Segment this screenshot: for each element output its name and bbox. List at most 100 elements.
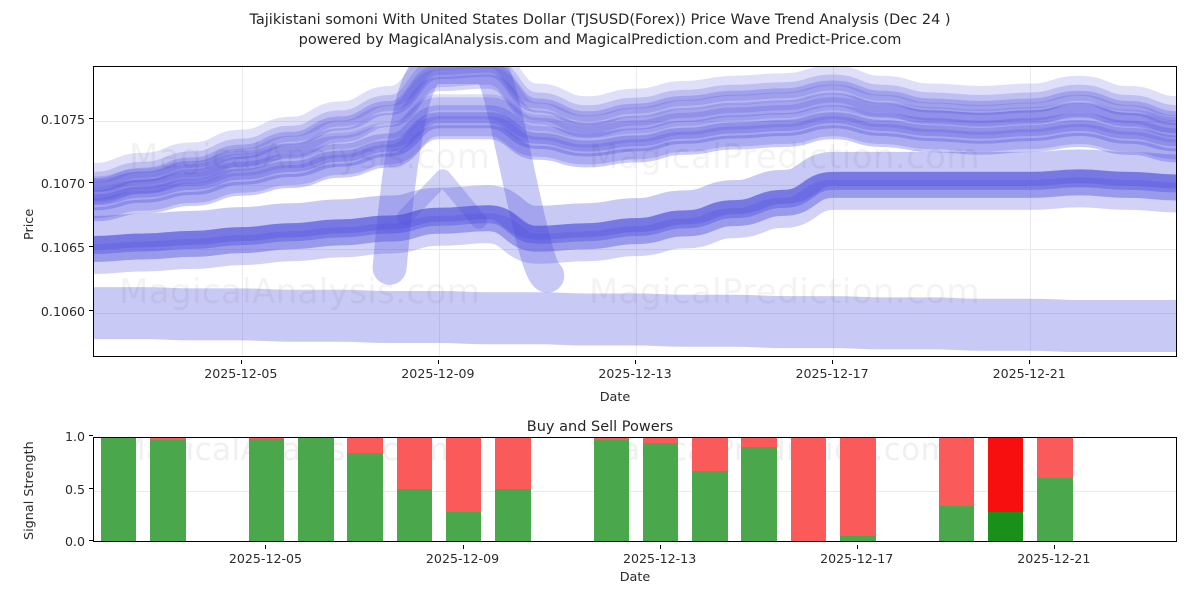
wave-spike-overlay — [372, 67, 565, 293]
price-ytick-label-3: 0.1075 — [15, 113, 93, 126]
buy-power-segment — [396, 488, 432, 541]
wave-spike-inner — [396, 169, 487, 229]
price-xtick-mark-0 — [240, 360, 242, 364]
power-ytick-label-2: 1.0 — [15, 430, 93, 443]
power-bar[interactable] — [840, 438, 876, 541]
buy-power-segment — [248, 439, 285, 541]
buy-power-segment — [593, 440, 630, 541]
buy-sell-power-plot-area: MagicalAnalysis.comMagicalPrediction.com — [93, 437, 1177, 542]
price-xtick-mark-2 — [635, 360, 636, 364]
power-bar[interactable] — [692, 438, 728, 541]
price-gridline-h-3 — [94, 120, 1176, 122]
power-xtick-mark-2 — [659, 545, 661, 549]
price-xtick-mark-4 — [1029, 360, 1031, 364]
wave-band-mid-3 — [94, 116, 1176, 219]
buy-power-segment — [1037, 478, 1073, 541]
wave-band-upper-4 — [94, 74, 1176, 204]
buy-power-segment — [100, 438, 137, 541]
power-bar[interactable] — [1037, 438, 1073, 541]
price-ytick-mark-3 — [89, 117, 93, 119]
sell-power-segment — [150, 438, 186, 441]
wave-band-lower-trend-2 — [94, 177, 1176, 274]
price-ytick-label-0: 0.1060 — [15, 305, 93, 318]
power-xtick-label-2: 2025-12-13 — [600, 545, 720, 566]
price-wave-plot-area: MagicalAnalysis.comMagicalPrediction.com… — [93, 66, 1177, 357]
power-bar[interactable] — [642, 438, 679, 541]
power-xtick-label-1: 2025-12-09 — [403, 545, 523, 566]
power-bar[interactable] — [396, 438, 432, 541]
sell-power-segment — [938, 438, 974, 507]
power-bar[interactable] — [298, 438, 334, 541]
figure-title-line1: Tajikistani somoni With United States Do… — [249, 12, 951, 28]
buy-power-segment — [840, 535, 876, 541]
power-bar[interactable] — [347, 438, 383, 541]
price-gridline-h-1 — [94, 249, 1176, 250]
power-xtick-label-3: 2025-12-17 — [797, 545, 917, 566]
buy-power-segment — [347, 452, 383, 541]
buy-power-segment — [642, 443, 679, 541]
price-xtick-label-0: 2025-12-05 — [181, 360, 301, 381]
price-ytick-mark-2 — [89, 181, 93, 183]
price-gridline-v-1 — [438, 67, 440, 356]
power-xtick-mark-3 — [856, 545, 858, 549]
power-bar[interactable] — [445, 438, 482, 541]
sell-power-segment — [445, 438, 482, 512]
buy-power-segment — [150, 440, 186, 541]
price-gridline-v-4 — [1030, 67, 1032, 356]
sell-power-segment — [248, 438, 285, 440]
price-ytick-mark-0 — [89, 310, 93, 312]
price-gridline-v-2 — [636, 67, 637, 356]
power-xtick-label-0: 2025-12-05 — [205, 545, 325, 566]
wave-band-mid-5 — [94, 94, 1176, 193]
power-bar[interactable] — [987, 438, 1024, 541]
buy-power-segment — [741, 446, 777, 541]
wave-band-upper-0 — [94, 67, 1176, 183]
price-gridline-h-0 — [94, 313, 1176, 315]
power-xtick-mark-0 — [265, 545, 267, 549]
price-y-axis-label: Price — [22, 208, 37, 240]
buy-power-segment — [692, 470, 728, 541]
wave-band-lower-trend-0 — [94, 149, 1176, 250]
power-bar[interactable] — [938, 438, 974, 541]
power-bar[interactable] — [248, 438, 285, 541]
buy-power-segment — [298, 438, 334, 541]
wave-band-upper-1 — [94, 67, 1176, 188]
price-gridline-h-2 — [94, 184, 1176, 186]
power-bar[interactable] — [790, 438, 827, 541]
sell-power-segment — [495, 438, 531, 489]
sell-power-segment — [987, 438, 1024, 512]
sell-power-segment — [840, 438, 876, 536]
power-xtick-mark-4 — [1053, 545, 1055, 549]
power-x-axis-label: Date — [619, 570, 651, 585]
price-x-axis-label: Date — [599, 390, 631, 405]
price-ytick-label-2: 0.1070 — [15, 177, 93, 190]
wave-band-mid-4 — [94, 125, 1176, 222]
power-bar[interactable] — [495, 438, 531, 541]
price-gridline-v-0 — [241, 67, 243, 356]
wave-band-upper-3 — [94, 67, 1176, 200]
figure-title: Tajikistani somoni With United States Do… — [0, 10, 1200, 50]
price-ytick-mark-1 — [89, 246, 93, 248]
price-xtick-label-4: 2025-12-21 — [969, 360, 1089, 381]
buy-power-segment — [495, 488, 531, 541]
power-bar[interactable] — [741, 438, 777, 541]
sell-power-segment — [642, 438, 679, 444]
buy-power-segment — [987, 511, 1024, 541]
power-bar[interactable] — [100, 438, 137, 541]
price-wave-bands — [94, 67, 1176, 352]
price-gridline-v-3 — [833, 67, 835, 356]
figure-title-line2: powered by MagicalAnalysis.com and Magic… — [298, 32, 902, 48]
sell-power-segment — [790, 438, 827, 541]
power-ytick-mark-0 — [89, 540, 93, 541]
price-xtick-label-3: 2025-12-17 — [772, 360, 892, 381]
sell-power-segment — [593, 438, 630, 441]
sell-power-segment — [396, 438, 432, 489]
wave-band-lower-trend-1 — [94, 169, 1176, 262]
power-bar[interactable] — [593, 438, 630, 541]
power-bar[interactable] — [150, 438, 186, 541]
wave-band-mid-2 — [94, 112, 1176, 211]
price-xtick-mark-1 — [437, 360, 439, 364]
power-xtick-label-4: 2025-12-21 — [994, 545, 1114, 566]
power-ytick-mark-1 — [89, 487, 93, 489]
